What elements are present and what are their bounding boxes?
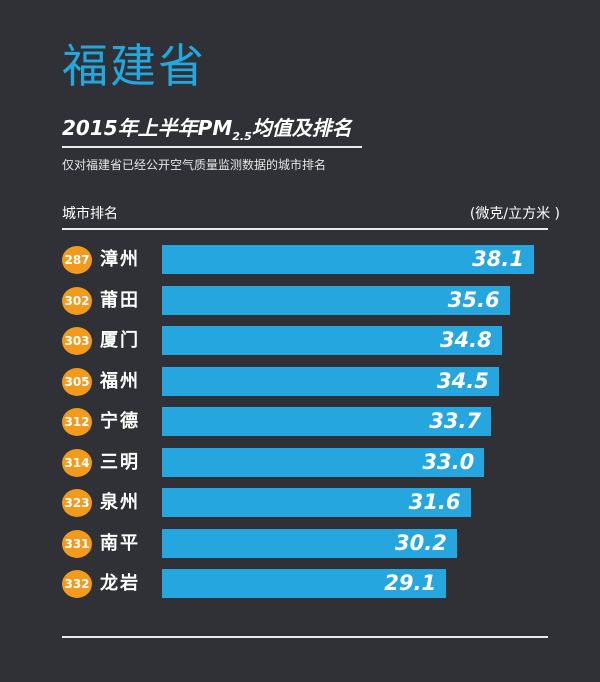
rank-badge: 332 xyxy=(62,570,92,598)
bottom-divider xyxy=(62,636,548,638)
bar-row: 323 泉州 31.6 xyxy=(0,486,600,520)
page-title: 福建省 xyxy=(62,39,206,93)
chart-note: 仅对福建省已经公开空气质量监测数据的城市排名 xyxy=(62,158,327,172)
city-label: 福州 xyxy=(100,370,140,392)
rank-badge: 323 xyxy=(62,489,92,517)
rank-badge: 305 xyxy=(62,367,92,396)
bar-value-label: 29.1 xyxy=(384,571,437,595)
bar xyxy=(162,407,492,436)
city-label: 泉州 xyxy=(100,492,140,513)
bar-row: 331 南平 30.2 xyxy=(0,527,600,561)
bar-row: 314 三明 33.0 xyxy=(0,446,600,480)
bar-value-label: 35.6 xyxy=(447,287,500,312)
rank-badge: 287 xyxy=(62,246,92,274)
rank-badge: 331 xyxy=(62,529,92,558)
bar xyxy=(162,488,471,517)
header-divider xyxy=(62,228,548,230)
bar-row: 302 莆田 35.6 xyxy=(0,284,600,318)
city-label: 宁德 xyxy=(100,411,140,432)
city-label: 三明 xyxy=(100,451,140,473)
city-label: 南平 xyxy=(100,532,140,554)
bar xyxy=(162,245,534,274)
bar-row: 332 龙岩 29.1 xyxy=(0,567,600,601)
bar xyxy=(162,528,457,558)
rank-badge: 303 xyxy=(62,327,92,355)
bar xyxy=(162,447,485,477)
column-header-city-rank: 城市排名 xyxy=(62,206,118,222)
bar-value-label: 33.0 xyxy=(422,449,475,474)
bar-value-label: 33.7 xyxy=(429,409,482,433)
rank-badge: 302 xyxy=(62,286,92,315)
bar-value-label: 31.6 xyxy=(408,490,461,514)
city-label: 厦门 xyxy=(100,330,140,351)
chart-subtitle: 2015年上半年PM2.5均值及排名 xyxy=(62,112,352,143)
bar xyxy=(162,285,510,315)
bar-row: 287 漳州 38.1 xyxy=(0,243,600,277)
rank-badge: 314 xyxy=(62,448,92,477)
bar xyxy=(162,326,502,355)
bar xyxy=(162,569,447,598)
city-label: 龙岩 xyxy=(100,573,140,594)
rank-badge: 312 xyxy=(62,408,92,436)
bar-value-label: 34.8 xyxy=(439,328,492,352)
subtitle-subscript: 2.5 xyxy=(232,130,252,143)
subtitle-divider xyxy=(62,146,362,148)
city-label: 漳州 xyxy=(100,249,140,270)
bar xyxy=(162,366,499,396)
subtitle-lead: 2015年上半年PM xyxy=(62,116,233,140)
bar-value-label: 34.5 xyxy=(437,368,489,393)
subtitle-tail: 均值及排名 xyxy=(251,116,352,140)
bar-value-label: 38.1 xyxy=(472,247,524,271)
column-header-unit: (微克/立方米 ) xyxy=(469,206,560,222)
bar-row: 305 福州 34.5 xyxy=(0,365,600,399)
bar-row: 303 厦门 34.8 xyxy=(0,324,600,358)
bar-row: 312 宁德 33.7 xyxy=(0,405,600,439)
bar-value-label: 30.2 xyxy=(395,530,447,555)
city-label: 莆田 xyxy=(100,289,140,311)
